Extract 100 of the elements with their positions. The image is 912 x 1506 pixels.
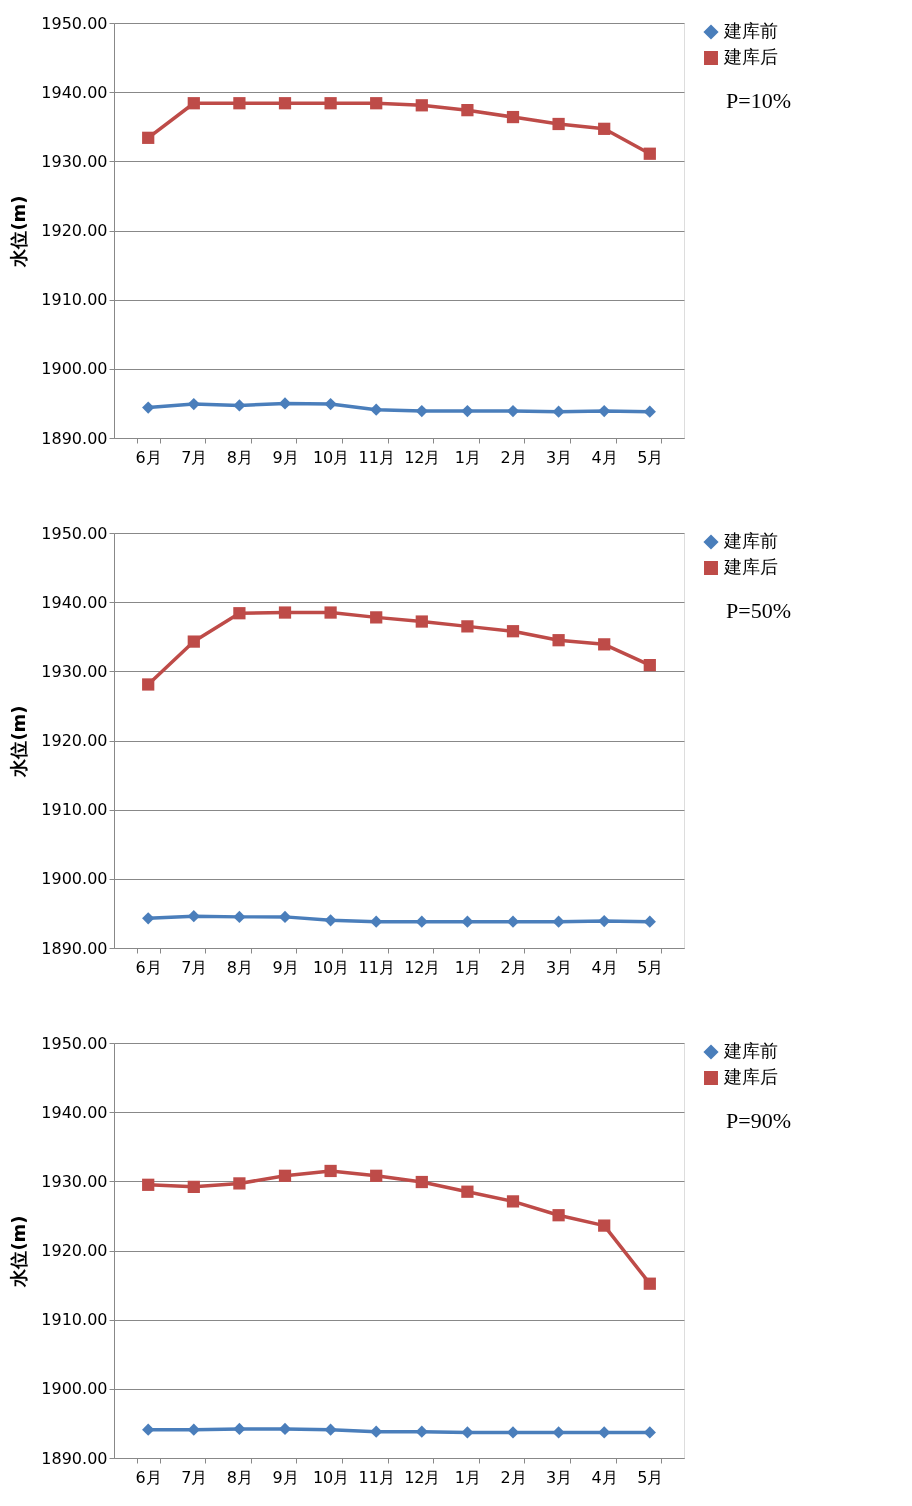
x-tick-label: 9月	[272, 1467, 299, 1487]
legend-label: 建库后	[723, 556, 778, 577]
y-tick-label: 1940.00	[41, 592, 108, 612]
x-tick-label: 8月	[226, 447, 253, 467]
point	[415, 404, 428, 418]
x-tick-label: 11月	[358, 1467, 395, 1487]
point	[598, 638, 611, 651]
legend-label: 建库后	[723, 1066, 778, 1087]
y-tick-label: 1890.00	[41, 1448, 108, 1468]
y-axis-title: 水位(m)	[8, 1215, 30, 1288]
point	[552, 634, 565, 647]
point	[142, 401, 155, 414]
y-axis-title: 水位(m)	[8, 195, 30, 268]
point	[142, 912, 155, 925]
y-tick-label: 1920.00	[41, 731, 108, 750]
point	[187, 97, 200, 110]
x-tick-label: 7月	[181, 1467, 208, 1487]
point	[324, 97, 337, 110]
y-tick-label: 1920.00	[41, 1241, 108, 1260]
x-tick-label: 6月	[135, 1467, 162, 1487]
point	[506, 625, 520, 638]
point	[233, 910, 246, 923]
point	[278, 910, 292, 923]
x-tick-label: 5月	[637, 957, 664, 977]
point	[370, 1169, 383, 1182]
x-tick-label: 12月	[404, 447, 441, 467]
y-tick-label: 1950.00	[41, 523, 108, 543]
point	[598, 122, 611, 135]
x-tick-label: 3月	[546, 957, 573, 977]
legend-label: 建库前	[723, 1040, 778, 1061]
point	[187, 1180, 200, 1193]
point	[415, 1175, 428, 1189]
x-tick-label: 3月	[546, 1467, 573, 1487]
y-tick-label: 1930.00	[41, 661, 108, 681]
y-tick-label: 1930.00	[41, 1171, 108, 1191]
y-tick-label: 1950.00	[41, 1033, 108, 1053]
y-tick-label: 1940.00	[41, 1102, 108, 1122]
point	[324, 1164, 337, 1178]
x-tick-label: 1月	[454, 447, 481, 467]
point	[643, 658, 656, 672]
point	[370, 403, 383, 416]
legend-label: 建库后	[723, 46, 778, 67]
point	[278, 606, 292, 619]
x-tick-label: 4月	[591, 1467, 618, 1487]
x-tick-label: 10月	[312, 447, 350, 467]
y-tick-label: 1950.00	[41, 13, 108, 33]
point	[233, 1422, 246, 1436]
point	[461, 404, 474, 418]
point	[187, 635, 200, 648]
x-tick-label: 2月	[500, 447, 527, 467]
point	[598, 1219, 611, 1232]
point	[415, 615, 428, 628]
x-tick-label: 10月	[312, 957, 350, 977]
y-tick-label: 1920.00	[41, 221, 108, 240]
point	[370, 97, 383, 110]
point	[187, 397, 200, 411]
x-tick-label: 4月	[591, 447, 618, 467]
text: P=90%	[726, 1108, 791, 1133]
point	[415, 99, 428, 112]
x-tick-label: 8月	[226, 957, 253, 977]
x-tick-label: 6月	[135, 957, 162, 977]
x-tick-label: 12月	[404, 957, 441, 977]
x-tick-label: 1月	[454, 1467, 481, 1487]
legend-label: 建库前	[723, 530, 778, 551]
point	[506, 915, 520, 928]
x-tick-label: 4月	[591, 957, 618, 977]
point	[506, 1195, 520, 1208]
point	[142, 131, 155, 144]
y-tick-label: 1910.00	[41, 1310, 108, 1330]
point	[506, 404, 520, 418]
y-axis-title: 水位(m)	[8, 705, 30, 778]
x-tick-label: 2月	[500, 957, 527, 977]
y-tick-label: 1940.00	[41, 82, 108, 102]
point	[324, 606, 337, 619]
x-tick-label: 10月	[312, 1467, 350, 1487]
point	[461, 104, 474, 117]
x-tick-label: 1月	[454, 957, 481, 977]
point	[552, 117, 565, 131]
point	[324, 397, 337, 411]
point	[142, 1178, 155, 1191]
y-tick-label: 1910.00	[41, 800, 108, 820]
y-tick-label: 1910.00	[41, 290, 108, 310]
x-tick-label: 5月	[637, 1467, 664, 1487]
point	[643, 1277, 656, 1290]
x-tick-label: 9月	[272, 447, 299, 467]
x-tick-label: 11月	[358, 957, 395, 977]
point	[233, 607, 246, 620]
y-tick-label: 1890.00	[41, 428, 108, 448]
point	[278, 1169, 292, 1182]
point	[506, 110, 520, 124]
x-tick-label: 2月	[500, 1467, 527, 1487]
y-tick-label: 1900.00	[41, 869, 108, 889]
text: P=10%	[726, 88, 791, 113]
x-tick-label: 12月	[404, 1467, 441, 1487]
x-tick-label: 7月	[181, 957, 208, 977]
x-tick-label: 6月	[135, 447, 162, 467]
point	[552, 1209, 565, 1222]
legend-label: 建库前	[723, 20, 778, 41]
point	[598, 914, 611, 928]
y-tick-label: 1900.00	[41, 1379, 108, 1399]
